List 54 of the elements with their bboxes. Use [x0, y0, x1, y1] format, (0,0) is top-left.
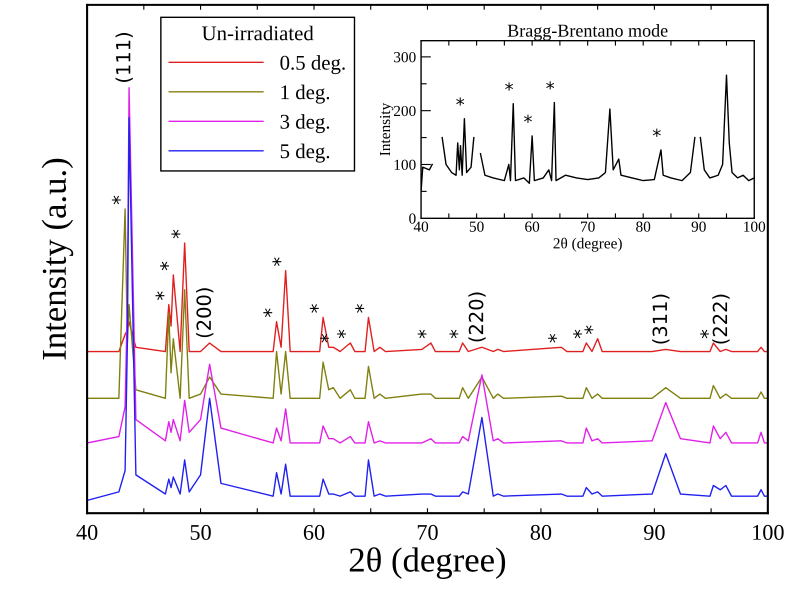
annotation: *	[156, 291, 164, 300]
annotation: *	[573, 330, 582, 338]
y-axis-title: Intensity (a.u.)	[42, 158, 74, 360]
legend-label: 0.5 deg.	[280, 55, 345, 74]
annotation: *	[355, 304, 364, 313]
annotation: *	[524, 114, 532, 123]
annotation: *	[652, 128, 661, 137]
annotation: *	[112, 196, 121, 204]
x-axis-title: 2θ (degree)	[350, 547, 506, 579]
x-tick-label: 50	[190, 524, 211, 540]
legend-label: 3 deg.	[280, 114, 330, 134]
annotation: *	[505, 82, 514, 91]
annotation: *	[548, 334, 557, 343]
x-tick-label: 90	[644, 524, 665, 540]
annotation: *	[584, 325, 594, 334]
x-tick-label: 80	[530, 524, 552, 540]
x-tick-label: 80	[636, 221, 650, 232]
annotation: *	[449, 330, 458, 338]
x-tick-label: 100	[753, 524, 784, 540]
annotation: *	[546, 81, 554, 90]
x-tick-label: 60	[525, 221, 540, 232]
annotation: *	[456, 97, 464, 106]
x-tick-label: 40	[76, 524, 98, 540]
annotation: (220)	[468, 292, 486, 342]
annotation: *	[160, 262, 169, 270]
x-tick-label: 100	[744, 221, 766, 232]
y-tick-label: 300	[394, 52, 416, 62]
y-tick-label: 0	[409, 213, 416, 224]
annotation: *	[418, 330, 427, 338]
y-tick-label: 100	[394, 160, 416, 170]
annotation: *	[320, 334, 329, 343]
annotation: (222)	[712, 294, 730, 344]
x-axis-title: 2θ (degree)	[554, 238, 622, 252]
x-tick-label: 60	[304, 524, 324, 540]
x-tick-label: 90	[692, 221, 706, 232]
annotation: (311)	[652, 294, 670, 344]
legend-label: 5 deg.	[280, 144, 330, 163]
legend-title: Un-irradiated	[202, 26, 314, 40]
x-tick-label: 50	[470, 221, 484, 232]
x-tick-label: 40	[414, 221, 428, 232]
x-tick-label: 70	[418, 524, 438, 540]
chart-title: Bragg-Brentano mode	[508, 24, 668, 40]
annotation: *	[310, 304, 319, 313]
y-tick-label: 200	[394, 106, 416, 116]
annotation: *	[337, 330, 346, 338]
annotation: (200)	[196, 288, 214, 338]
annotation: *	[272, 257, 282, 266]
legend-label: 1 deg.	[281, 84, 330, 104]
annotation: *	[263, 308, 272, 317]
annotation: (111)	[116, 33, 133, 82]
x-tick-label: 70	[581, 221, 595, 232]
y-axis-title: Intensity	[380, 102, 394, 156]
annotation: *	[171, 230, 180, 238]
annotation: *	[700, 330, 710, 338]
